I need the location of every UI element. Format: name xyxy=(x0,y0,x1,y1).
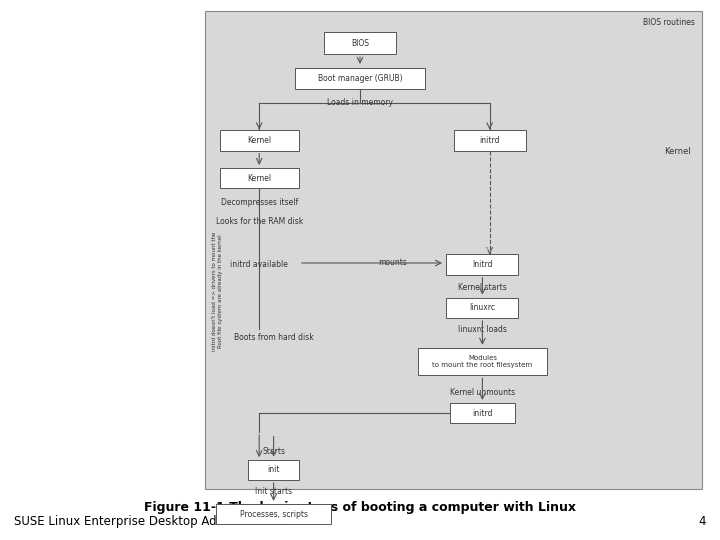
Text: SUSE Linux Enterprise Desktop Administration: SUSE Linux Enterprise Desktop Administra… xyxy=(14,515,289,528)
Text: Kernel: Kernel xyxy=(247,174,271,183)
Text: BIOS: BIOS xyxy=(351,39,369,48)
Text: initrd: initrd xyxy=(480,136,500,145)
Text: Starts: Starts xyxy=(262,448,285,456)
Text: initrd available: initrd available xyxy=(230,260,288,269)
Text: initrd doesn't load => drivers to mount the
Root file system are already in the : initrd doesn't load => drivers to mount … xyxy=(212,232,223,352)
FancyBboxPatch shape xyxy=(450,403,515,423)
Text: 4: 4 xyxy=(698,515,706,528)
FancyBboxPatch shape xyxy=(205,11,702,489)
FancyBboxPatch shape xyxy=(220,130,299,151)
Text: Kernel starts: Kernel starts xyxy=(458,283,507,292)
Text: Loads in memory: Loads in memory xyxy=(327,98,393,107)
FancyBboxPatch shape xyxy=(418,348,547,375)
Text: Init starts: Init starts xyxy=(255,487,292,496)
Text: init: init xyxy=(267,465,280,474)
FancyBboxPatch shape xyxy=(216,504,331,524)
FancyBboxPatch shape xyxy=(220,168,299,188)
Text: Boots from hard disk: Boots from hard disk xyxy=(234,333,313,342)
FancyBboxPatch shape xyxy=(446,254,518,275)
Text: initrd: initrd xyxy=(472,409,492,417)
Text: linuxrc loads: linuxrc loads xyxy=(458,325,507,334)
Text: Processes, scripts: Processes, scripts xyxy=(240,510,307,518)
Text: BIOS routines: BIOS routines xyxy=(643,18,695,28)
Text: Kernel: Kernel xyxy=(665,147,691,156)
Text: Kernel: Kernel xyxy=(247,136,271,145)
Text: Initrd: Initrd xyxy=(472,260,492,269)
FancyBboxPatch shape xyxy=(446,298,518,318)
Text: Looks for the RAM disk: Looks for the RAM disk xyxy=(215,217,303,226)
Text: Modules
to mount the root filesystem: Modules to mount the root filesystem xyxy=(432,355,533,368)
Text: Kernel unmounts: Kernel unmounts xyxy=(450,388,515,397)
Text: Figure 11-1 The basic steps of booting a computer with Linux: Figure 11-1 The basic steps of booting a… xyxy=(144,501,576,514)
Text: linuxrc: linuxrc xyxy=(469,303,495,312)
Text: Decompresses itself: Decompresses itself xyxy=(220,198,298,207)
FancyBboxPatch shape xyxy=(324,32,396,54)
FancyBboxPatch shape xyxy=(454,130,526,151)
FancyBboxPatch shape xyxy=(295,68,425,89)
FancyBboxPatch shape xyxy=(248,460,299,480)
Text: Boot manager (GRUB): Boot manager (GRUB) xyxy=(318,74,402,83)
Text: mounts: mounts xyxy=(378,259,407,267)
